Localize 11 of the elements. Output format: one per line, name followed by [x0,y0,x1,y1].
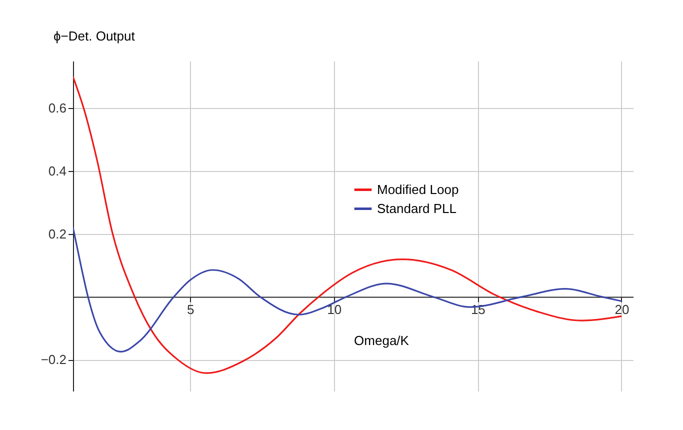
y-axis-title: ϕ−Det. Output [54,28,136,44]
x-axis-title: Omega/K [354,333,410,348]
y-tick-label: 0.2 [48,226,66,242]
legend-label: Standard PLL [377,200,457,216]
x-tick-label: 20 [614,302,630,318]
x-tick-label: 10 [327,302,342,318]
x-tick-label: 5 [186,302,194,318]
y-tick-label: 0.6 [48,100,66,116]
y-tick-label: −0.2 [40,352,66,368]
y-tick-label: 0.4 [48,164,66,178]
legend-label: Modified Loop [377,182,459,197]
